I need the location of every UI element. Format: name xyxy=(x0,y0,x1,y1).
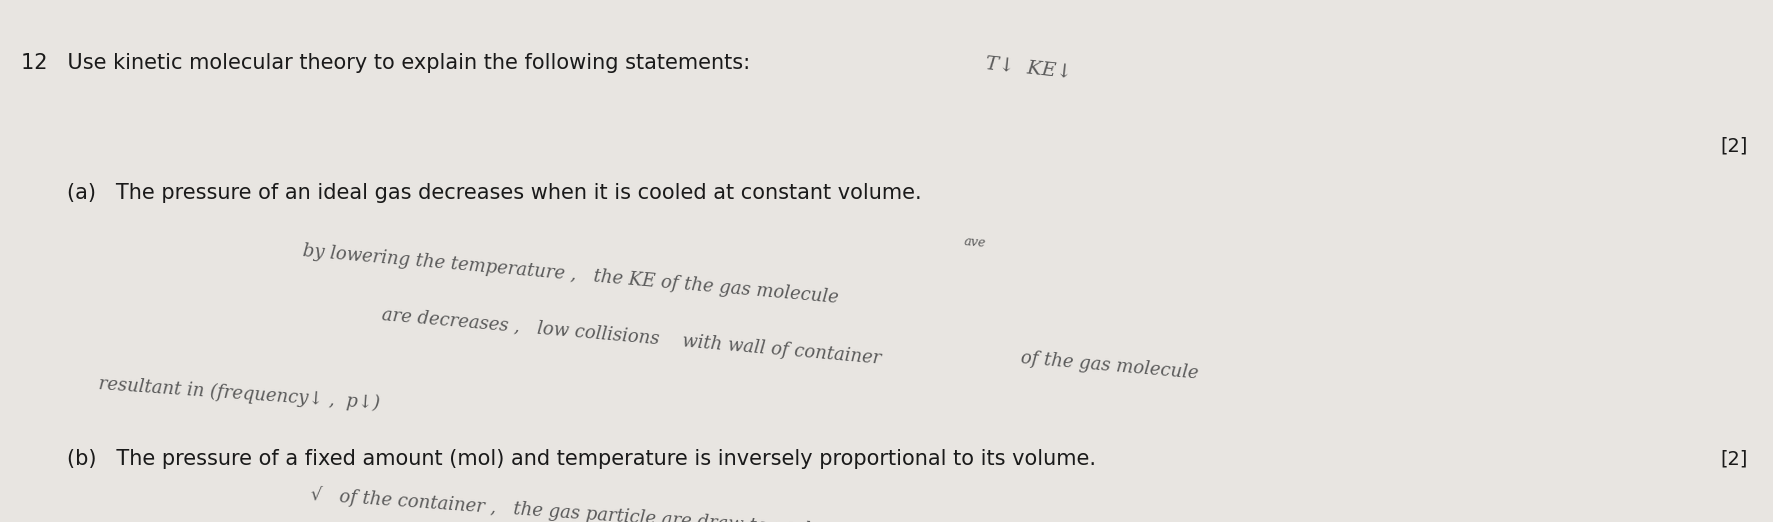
Text: [2]: [2] xyxy=(1720,137,1746,156)
Text: by lowering the temperature ,   the KE of the gas molecule: by lowering the temperature , the KE of … xyxy=(301,242,839,306)
Text: (a)   The pressure of an ideal gas decreases when it is cooled at constant volum: (a) The pressure of an ideal gas decreas… xyxy=(67,183,922,203)
Text: √   of the container ,   the gas particle are draw to each other: √ of the container , the gas particle ar… xyxy=(310,485,871,522)
Text: of the gas molecule: of the gas molecule xyxy=(1019,349,1199,382)
Text: are decreases ,   low collisions    with wall of container: are decreases , low collisions with wall… xyxy=(381,306,881,367)
Text: (b)   The pressure of a fixed amount (mol) and temperature is inversely proporti: (b) The pressure of a fixed amount (mol)… xyxy=(67,449,1096,469)
Text: resultant in (frequency↓ ,  p↓): resultant in (frequency↓ , p↓) xyxy=(98,375,379,413)
Text: ave: ave xyxy=(963,235,986,250)
Text: 12   Use kinetic molecular theory to explain the following statements:: 12 Use kinetic molecular theory to expla… xyxy=(21,53,750,73)
Text: [2]: [2] xyxy=(1720,450,1746,469)
Text: T↓  KE↓: T↓ KE↓ xyxy=(984,54,1073,81)
